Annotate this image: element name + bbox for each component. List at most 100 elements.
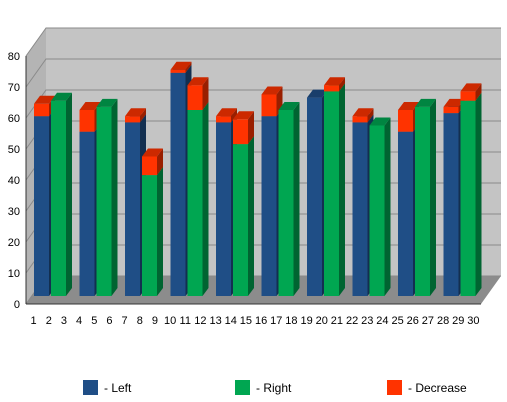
bar-right-side xyxy=(475,92,482,296)
bar-left xyxy=(307,97,322,296)
y-tick-label: 60 xyxy=(8,113,20,125)
bar-decrease xyxy=(460,91,476,101)
bar-decrease xyxy=(233,119,248,145)
bar-decrease-side xyxy=(231,108,237,123)
bar-decrease-side xyxy=(185,61,192,73)
x-tick-label: 4 xyxy=(76,315,82,327)
bar-left xyxy=(216,122,231,297)
x-tick-label: 18 xyxy=(285,315,297,327)
bar-right-top xyxy=(51,92,72,101)
x-tick-label: 21 xyxy=(331,315,343,327)
bar-right xyxy=(187,110,203,296)
bar-decrease-top xyxy=(79,102,101,110)
bar-right-top xyxy=(415,98,436,107)
bar-decrease-side xyxy=(475,83,482,101)
bar-decrease-top xyxy=(352,108,374,117)
bar-left xyxy=(79,131,95,296)
legend-item-right: - Right xyxy=(235,380,291,395)
x-tick-label: 1 xyxy=(31,315,37,327)
y-tick-label: 40 xyxy=(8,175,20,187)
bar-right xyxy=(369,125,385,296)
bar-decrease xyxy=(34,103,49,117)
x-tick-label: 16 xyxy=(255,315,267,327)
bar-decrease-top xyxy=(233,111,254,120)
x-tick-label: 23 xyxy=(361,315,373,327)
bar-right xyxy=(96,106,112,297)
bar-decrease-side xyxy=(157,148,163,176)
x-tick-label: 26 xyxy=(407,315,419,327)
bar-right-side xyxy=(384,117,391,296)
x-tick-label: 12 xyxy=(194,315,206,327)
bar-decrease xyxy=(261,94,277,117)
x-tick-label: 25 xyxy=(391,315,403,327)
legend-swatch-left xyxy=(83,380,98,395)
bar-right xyxy=(142,175,157,296)
x-tick-label: 11 xyxy=(180,315,191,327)
y-tick-label: 80 xyxy=(8,51,20,63)
bar-decrease-side xyxy=(248,111,254,145)
bar-right-side xyxy=(293,102,300,296)
y-tick-label: 10 xyxy=(8,268,20,280)
bar-right-side xyxy=(202,102,209,296)
x-tick-label: 5 xyxy=(91,315,97,327)
bar-left xyxy=(443,113,459,296)
legend-item-decrease: - Decrease xyxy=(387,380,467,395)
bar-right-top xyxy=(278,102,300,110)
x-tick-label: 6 xyxy=(106,315,112,327)
bar-decrease xyxy=(125,116,140,123)
y-tick-label: 50 xyxy=(8,144,20,156)
bar-decrease xyxy=(216,116,231,123)
grid-line xyxy=(25,58,501,88)
bar-right xyxy=(51,100,66,296)
bar-right-top xyxy=(369,117,391,126)
bar-decrease-top xyxy=(261,86,283,95)
legend-swatch-decrease xyxy=(387,380,402,395)
x-tick-label: 20 xyxy=(316,315,328,327)
x-tick-label: 19 xyxy=(300,315,312,327)
y-tick-label: 0 xyxy=(14,299,20,311)
y-tick-label: 20 xyxy=(8,237,20,249)
bar-decrease-top xyxy=(34,95,55,104)
grid-line xyxy=(25,89,501,119)
bar-left xyxy=(398,131,413,296)
bar-decrease xyxy=(187,85,203,110)
bar-left-top xyxy=(307,89,328,98)
bar-left xyxy=(261,116,277,296)
x-tick-label: 24 xyxy=(376,315,388,327)
x-tick-label: 15 xyxy=(240,315,252,327)
bar-decrease xyxy=(79,110,95,132)
bar-decrease-side xyxy=(339,77,345,92)
x-tick-label: 27 xyxy=(422,315,434,327)
bar-decrease xyxy=(170,69,186,73)
bar-decrease-side xyxy=(367,108,374,123)
x-tick-label: 7 xyxy=(122,315,128,327)
y-tick-label: 70 xyxy=(8,82,20,94)
x-tick-label: 30 xyxy=(467,315,479,327)
bar-decrease-top xyxy=(125,108,146,117)
legend-label-decrease: - Decrease xyxy=(408,380,467,395)
bar-left xyxy=(125,122,140,297)
bar-decrease xyxy=(142,156,157,176)
bar-decrease-top xyxy=(142,148,163,157)
x-tick-label: 10 xyxy=(164,315,176,327)
legend-label-right: - Right xyxy=(256,380,292,395)
x-tick-label: 17 xyxy=(270,315,282,327)
x-tick-label: 9 xyxy=(152,315,158,327)
grid-line xyxy=(25,27,501,57)
bar-right-side xyxy=(157,167,163,296)
x-tick-label: 8 xyxy=(137,315,143,327)
y-tick-label: 30 xyxy=(8,206,20,218)
bar-left xyxy=(34,116,49,296)
bar-decrease-top xyxy=(324,77,345,86)
x-tick-label: 14 xyxy=(225,315,237,327)
bar-decrease xyxy=(352,116,368,123)
bar-decrease xyxy=(398,110,413,132)
bar-right-side xyxy=(430,98,436,297)
legend-swatch-right xyxy=(235,380,250,395)
bar-right xyxy=(460,100,476,296)
bar-decrease-top xyxy=(443,98,465,107)
bar-right xyxy=(415,106,430,297)
bar-right-side xyxy=(339,83,345,297)
x-tick-label: 28 xyxy=(437,315,449,327)
bar-right-side xyxy=(248,136,254,296)
